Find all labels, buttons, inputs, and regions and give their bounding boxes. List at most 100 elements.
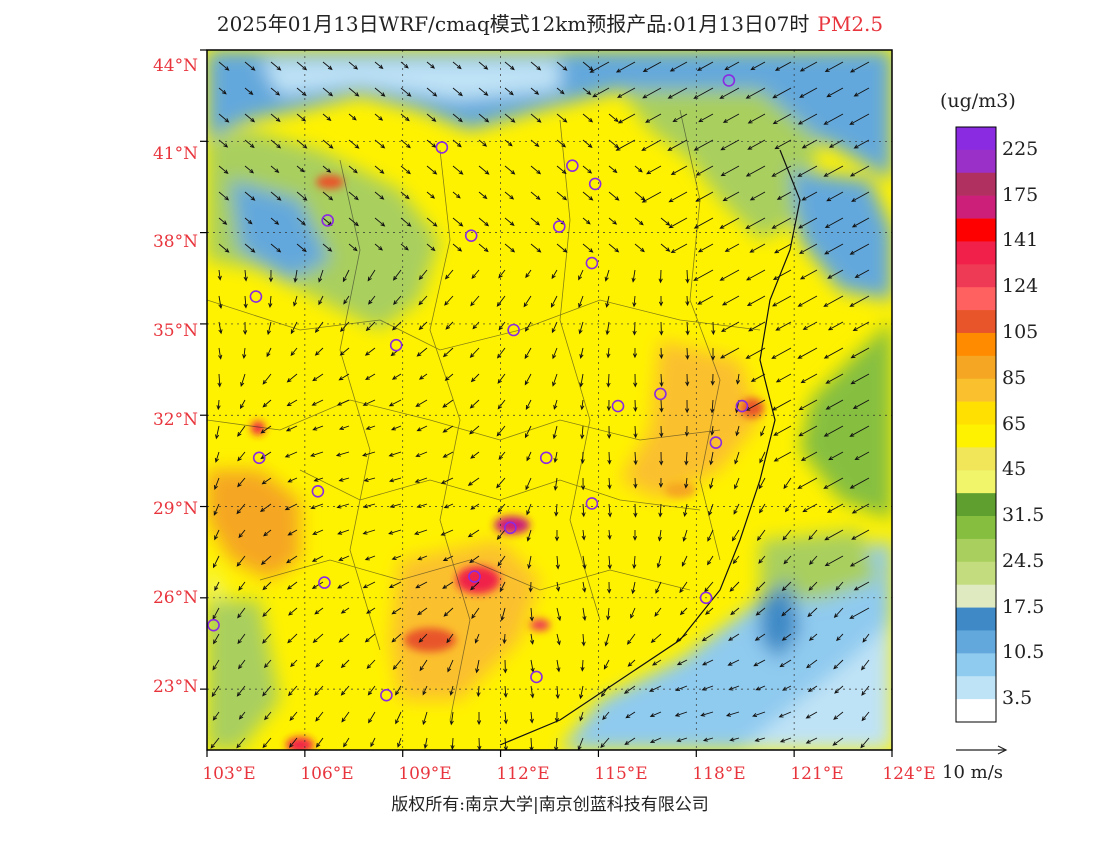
colorbar-swatch — [956, 538, 996, 563]
wind-arrow — [338, 425, 350, 431]
colorbar — [955, 126, 997, 723]
wind-arrow — [675, 685, 688, 692]
wind-arrow — [733, 503, 740, 515]
wind-arrow — [553, 477, 558, 491]
boundary-line — [207, 299, 761, 351]
wind-arrow — [311, 581, 324, 590]
wind-arrow — [236, 685, 246, 697]
wind-arrow — [659, 347, 664, 360]
axis-ticks — [200, 49, 893, 757]
wind-arrow — [772, 87, 792, 99]
colorbar-swatch — [956, 493, 996, 517]
wind-arrow — [685, 347, 690, 360]
boundary-line — [429, 149, 471, 721]
wind-arrow — [218, 295, 223, 310]
wind-arrow — [270, 113, 281, 123]
wind-arrow — [670, 165, 688, 175]
wind-arrow — [469, 347, 480, 358]
wind-arrow — [470, 295, 480, 307]
wind-arrow — [824, 217, 844, 229]
wind-arrow — [807, 685, 818, 692]
wind-arrow — [606, 399, 612, 412]
east-sea-green — [800, 320, 892, 520]
wind-arrow — [392, 659, 402, 670]
wind-arrow — [472, 321, 480, 330]
station-marker — [722, 74, 736, 87]
boundary-line — [259, 559, 691, 591]
colorbar-label: 141 — [1002, 229, 1039, 252]
map-title: 2025年01月13日WRF/cmaq模式12km预报产品:01月13日07时 P… — [0, 8, 1100, 37]
wind-arrow — [293, 269, 298, 283]
wind-arrow — [660, 217, 671, 226]
wind-arrow — [774, 139, 792, 150]
wind-arrow — [633, 503, 638, 518]
wind-arrow — [684, 451, 689, 466]
wind-arrow — [213, 503, 220, 516]
colorbar-swatch — [956, 378, 996, 402]
wind-arrow — [529, 607, 534, 622]
wind-arrow — [419, 659, 428, 672]
guangxi-orange — [390, 540, 540, 700]
wind-arrow — [555, 581, 561, 592]
wind-arrow — [236, 555, 246, 567]
colorbar-label: 225 — [1002, 137, 1039, 160]
wind-arrow — [440, 477, 454, 484]
wind-arrow — [335, 451, 350, 457]
wind-arrow — [606, 607, 611, 621]
wind-arrow — [774, 61, 792, 71]
wind-arrow — [652, 659, 662, 666]
wind-arrow — [735, 425, 740, 437]
wind-arrow — [745, 347, 766, 359]
wind-arrow — [524, 347, 532, 360]
colorbar-swatch — [956, 332, 996, 357]
wind-arrow — [550, 295, 558, 308]
wind-arrow — [608, 165, 618, 174]
wind-arrow — [750, 373, 766, 382]
hotspot-guangxi — [404, 628, 456, 652]
wind-arrow — [341, 711, 350, 723]
wind-arrow — [497, 399, 506, 410]
wind-arrow — [400, 87, 412, 97]
wind-arrow — [244, 139, 255, 149]
wind-arrow — [264, 711, 272, 721]
wind-arrow — [705, 607, 714, 615]
colorbar-swatch — [956, 630, 996, 654]
wind-arrow — [286, 373, 298, 383]
station-marker — [252, 451, 266, 465]
colorbar-swatch — [956, 149, 996, 174]
colorbar-swatch — [956, 172, 996, 196]
wind-arrow — [579, 711, 584, 722]
wind-arrow — [731, 529, 740, 542]
wind-arrow — [452, 191, 461, 199]
wind-arrow — [773, 451, 792, 462]
wind-arrow — [802, 503, 818, 513]
wind-arrow — [400, 165, 411, 175]
wind-arrow — [808, 633, 818, 641]
wind-arrow — [262, 607, 272, 617]
wind-arrow — [852, 399, 870, 409]
wind-arrow — [236, 737, 246, 749]
hotspot-south — [286, 737, 314, 750]
wind-arrow — [530, 61, 542, 71]
wind-scale-arrow — [956, 745, 1008, 755]
station-marker — [530, 670, 543, 684]
wind-arrow — [423, 737, 428, 749]
wind-arrow — [730, 607, 740, 616]
wind-arrow — [444, 373, 454, 381]
wind-arrow — [478, 165, 490, 175]
wind-arrow — [684, 477, 689, 489]
wind-arrow — [426, 243, 436, 252]
northeast-green — [620, 90, 820, 240]
wind-arrow — [504, 165, 516, 175]
wind-arrow — [343, 737, 350, 748]
wind-arrow — [497, 503, 506, 513]
wind-arrow — [218, 87, 227, 95]
wind-arrow — [392, 269, 402, 281]
wind-arrow — [603, 659, 610, 670]
wind-arrow — [442, 347, 454, 358]
wind-arrow — [707, 555, 714, 566]
wind-arrow — [758, 477, 766, 490]
hotspot-north — [316, 175, 344, 189]
wind-arrow — [418, 321, 428, 331]
